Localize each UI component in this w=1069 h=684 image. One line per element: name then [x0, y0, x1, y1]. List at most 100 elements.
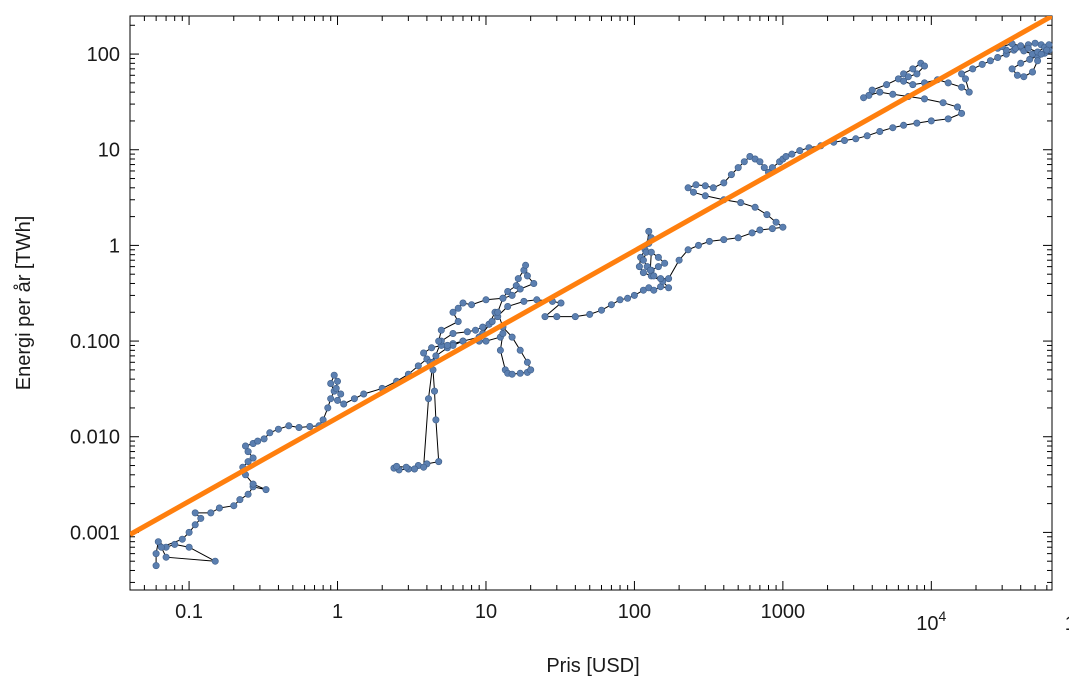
data-point [266, 429, 274, 437]
data-point [650, 272, 658, 280]
data-point [260, 435, 268, 443]
data-point [508, 291, 516, 299]
data-point [624, 294, 632, 302]
data-point [689, 188, 697, 196]
y-tick-label: 0.010 [70, 427, 120, 449]
data-point [504, 302, 512, 310]
data-point [479, 323, 487, 331]
data-point [939, 99, 947, 107]
data-point [494, 308, 502, 316]
data-point [285, 422, 293, 430]
data-point [499, 294, 507, 302]
data-point [889, 124, 897, 132]
data-point [459, 299, 467, 307]
data-point [768, 225, 776, 233]
data-point [684, 246, 692, 254]
data-point [635, 263, 643, 271]
data-point [654, 253, 662, 261]
data-point [306, 422, 314, 430]
data-point [191, 509, 199, 517]
data-point [437, 326, 445, 334]
data-point [597, 306, 605, 314]
data-point [496, 346, 504, 354]
data-point [350, 395, 358, 403]
data-point [909, 81, 917, 89]
data-point [463, 328, 471, 336]
data-point [734, 234, 742, 242]
data-point [557, 299, 565, 307]
data-point [152, 550, 160, 558]
data-point [295, 423, 303, 431]
x-tick-label: 1 [332, 601, 343, 623]
data-point [516, 285, 524, 293]
data-point [541, 313, 549, 321]
data-point [734, 164, 742, 172]
data-point [720, 179, 728, 187]
data-point [571, 313, 579, 321]
data-point [230, 502, 238, 510]
data-point [468, 301, 476, 309]
data-point [516, 369, 524, 377]
data-point [332, 384, 340, 392]
data-point [516, 346, 524, 354]
x-tick-label: 1000 [761, 601, 806, 623]
data-point [779, 223, 787, 231]
data-point [675, 256, 683, 264]
data-point [244, 448, 252, 456]
data-point [900, 77, 908, 85]
data-point [360, 390, 368, 398]
data-point [965, 88, 973, 96]
data-point [244, 458, 252, 466]
data-point [863, 132, 871, 140]
data-point [958, 109, 966, 117]
data-point [185, 528, 193, 536]
data-point [727, 171, 735, 179]
data-point [760, 164, 768, 172]
data-point [428, 344, 436, 352]
data-point [709, 184, 717, 192]
x-tick-label: 104 [916, 608, 946, 635]
data-point [1017, 42, 1025, 50]
data-point [508, 370, 516, 378]
data-point [530, 279, 538, 287]
data-point [327, 395, 335, 403]
data-point [630, 291, 638, 299]
data-point [402, 463, 410, 471]
data-point [249, 454, 257, 462]
data-point [958, 83, 966, 91]
x-tick-label: 105 [1065, 608, 1069, 635]
data-point [514, 275, 522, 283]
data-point [504, 287, 512, 295]
y-tick-label: 1 [109, 235, 120, 257]
data-point [705, 237, 713, 245]
data-point [1024, 44, 1032, 52]
data-point [523, 358, 531, 366]
data-point [1031, 39, 1039, 47]
data-point [1008, 65, 1016, 73]
data-point [586, 310, 594, 318]
data-point [645, 227, 653, 235]
data-point [1043, 46, 1051, 54]
x-axis-label: Pris [USD] [546, 655, 639, 677]
data-point [756, 158, 764, 166]
data-point [701, 182, 709, 190]
data-point [327, 379, 335, 387]
data-point [333, 377, 341, 385]
data-point [840, 137, 848, 145]
data-point [958, 70, 966, 78]
data-point [527, 366, 535, 374]
data-point [920, 95, 928, 103]
data-point [900, 121, 908, 129]
data-point [684, 184, 692, 192]
data-point [913, 70, 921, 78]
data-point [860, 94, 868, 102]
x-tick-label: 0.1 [175, 601, 203, 623]
data-point [961, 75, 969, 83]
data-point [751, 203, 759, 211]
plot-border [129, 15, 1053, 591]
data-point [1017, 59, 1025, 67]
data-point [553, 313, 561, 321]
data-point [330, 371, 338, 379]
data-point [646, 266, 654, 274]
